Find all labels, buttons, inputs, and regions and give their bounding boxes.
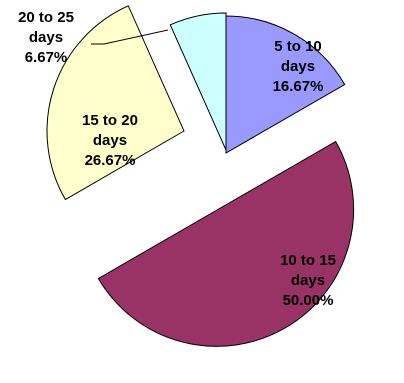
slice-label-category-0: 5 to 10 (274, 38, 322, 55)
slice-label-category-0: days (281, 58, 315, 75)
pie-slice-10-to-15-days (97, 140, 355, 347)
pie-slice-15-to-20-days (46, 5, 185, 201)
labels-layer: 5 to 10 days 16.67% 10 to 15 days 50.00% 15 to… (18, 9, 336, 309)
slice-label-category-2: 15 to 20 (82, 112, 138, 129)
leader-line-20-to-25 (91, 29, 169, 45)
slice-label-percent-2: 26.67% (85, 152, 136, 169)
slice-label-category-1: 10 to 15 (280, 252, 336, 269)
slice-label-category-3: 20 to 25 (18, 9, 74, 26)
slice-label-category-2: days (93, 132, 127, 149)
slice-label-category-1: days (291, 272, 325, 289)
pie-slice-5-to-10-days (225, 15, 346, 154)
slice-label-percent-3: 6.67% (25, 49, 68, 66)
slices-layer (46, 5, 355, 347)
slice-label-percent-0: 16.67% (273, 78, 324, 95)
pie-slice-20-to-25-days (169, 12, 227, 151)
slice-label-category-3: days (29, 29, 63, 46)
slice-label-percent-1: 50.00% (283, 292, 334, 309)
